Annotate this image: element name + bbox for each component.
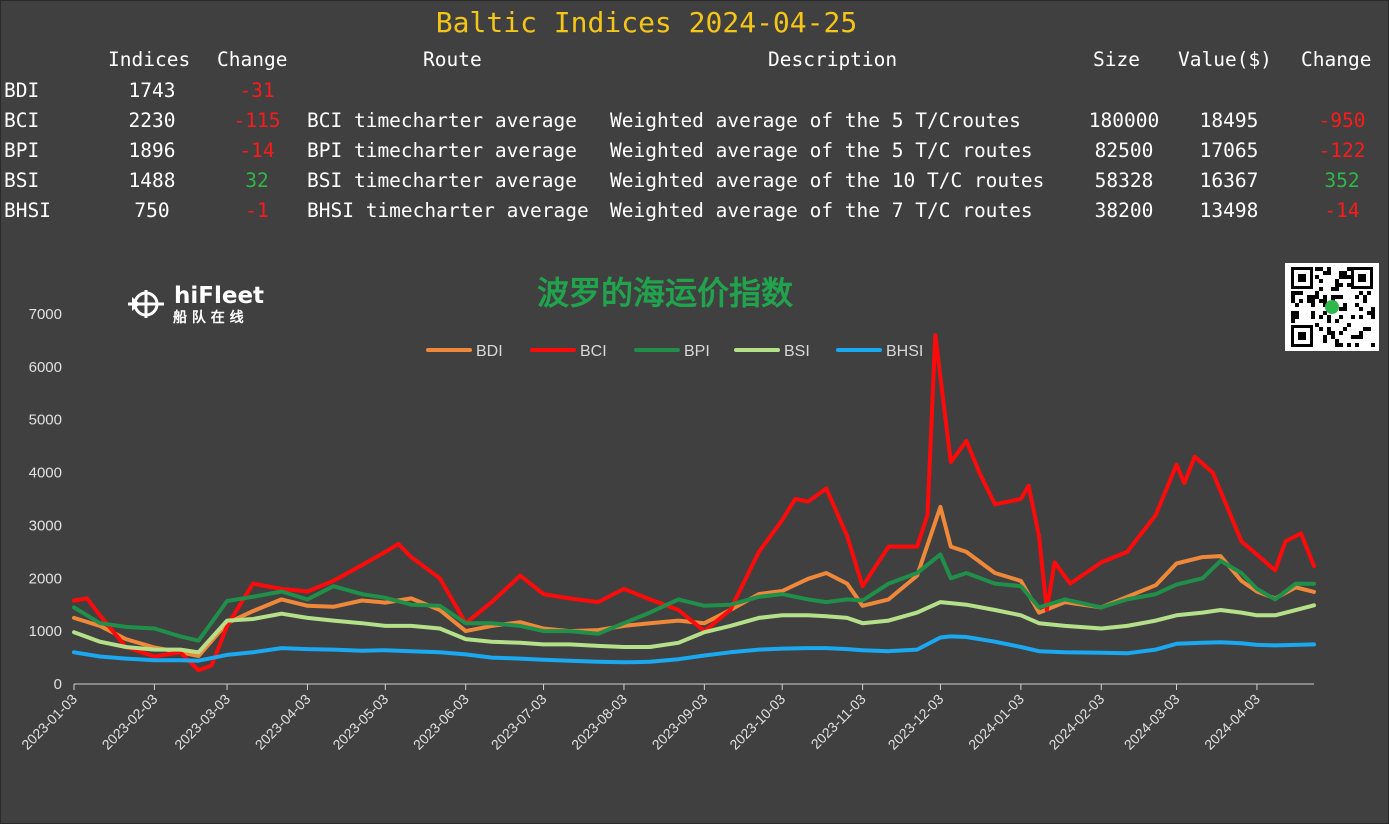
x-tick-label: 2023-01-03	[18, 691, 80, 753]
page-title: Baltic Indices 2024-04-25	[435, 6, 858, 39]
header-value-change: Change	[1301, 48, 1372, 71]
cell-bpi-value: 17065	[1199, 139, 1259, 162]
y-tick-label: 0	[54, 676, 62, 693]
header-indices: Indices	[108, 48, 191, 71]
x-tick-label: 2023-04-03	[252, 691, 314, 753]
cell-bci-change: -115	[233, 109, 281, 132]
cell-bdi-name: BDI	[4, 79, 40, 102]
y-tick-label: 2000	[29, 570, 62, 587]
y-tick-label: 4000	[29, 465, 62, 482]
cell-bsi-name: BSI	[4, 169, 40, 192]
cell-bpi-size: 82500	[1094, 139, 1154, 162]
cell-bhsi-size: 38200	[1094, 199, 1154, 222]
chart-title-cn: 波罗的海运价指数	[536, 274, 793, 312]
x-tick-label: 2024-01-03	[965, 691, 1027, 753]
legend-label-bci: BCI	[580, 343, 607, 360]
header-route: Route	[423, 48, 482, 71]
cell-bhsi-description: Weighted average of the 7 T/C routes	[610, 199, 1033, 222]
legend-label-bdi: BDI	[476, 343, 503, 360]
cell-bci-value: 18495	[1199, 109, 1259, 132]
cell-bsi-value-change: 352	[1324, 169, 1360, 192]
cell-bpi-name: BPI	[4, 139, 40, 162]
hifleet-logo-icon	[128, 290, 164, 318]
cell-bci-name: BCI	[4, 109, 40, 132]
x-tick-label: 2023-09-03	[649, 691, 711, 753]
header-value: Value($)	[1178, 48, 1272, 71]
x-tick-label: 2023-12-03	[885, 691, 947, 753]
logo-subtext: 船 队 在 线	[173, 310, 244, 326]
cell-bpi-change: -14	[239, 139, 275, 162]
legend-label-bhsi: BHSI	[886, 343, 923, 360]
series-line-bdi	[72, 504, 1316, 658]
cell-bsi-route: BSI timecharter average	[307, 169, 578, 192]
cell-bsi-size: 58328	[1094, 169, 1154, 192]
cell-bci-value-change: -950	[1318, 109, 1366, 132]
cell-bpi-route: BPI timecharter average	[307, 139, 578, 162]
qr-code-icon	[1291, 267, 1375, 347]
logo-text: hiFleet	[174, 283, 265, 309]
y-tick-label: 3000	[29, 517, 62, 534]
cell-bci-description: Weighted average of the 5 T/Croutes	[610, 109, 1021, 132]
header-size: Size	[1093, 48, 1140, 71]
cell-bsi-index: 1488	[128, 169, 176, 192]
cell-bci-index: 2230	[128, 109, 176, 132]
cell-bci-route: BCI timecharter average	[307, 109, 578, 132]
cell-bhsi-value: 13498	[1199, 199, 1259, 222]
cell-bci-size: 180000	[1088, 109, 1160, 132]
cell-bpi-index: 1896	[128, 139, 176, 162]
x-tick-label: 2023-10-03	[726, 691, 788, 753]
cell-bhsi-route: BHSI timecharter average	[307, 199, 589, 222]
series-line-bsi	[72, 600, 1316, 655]
cell-bsi-value: 16367	[1199, 169, 1259, 192]
cell-bhsi-index: 750	[134, 199, 170, 222]
cell-bdi-change: -31	[239, 79, 275, 102]
cell-bpi-description: Weighted average of the 5 T/C routes	[610, 139, 1033, 162]
x-tick-label: 2023-05-03	[329, 691, 391, 753]
x-tick-label: 2023-08-03	[568, 691, 630, 753]
legend-label-bpi: BPI	[684, 343, 710, 360]
cell-bhsi-value-change: -14	[1324, 199, 1360, 222]
x-tick-label: 2023-03-03	[171, 691, 233, 753]
header-description: Description	[768, 48, 898, 71]
y-tick-label: 1000	[29, 623, 62, 640]
cell-bpi-value-change: -122	[1318, 139, 1366, 162]
series-line-bhsi	[72, 634, 1316, 665]
y-tick-label: 5000	[29, 412, 62, 429]
y-tick-label: 7000	[29, 306, 62, 323]
cell-bdi-index: 1743	[128, 79, 176, 102]
qr-code	[1285, 263, 1379, 351]
x-tick-label: 2023-02-03	[99, 691, 161, 753]
x-tick-label: 2024-03-03	[1121, 691, 1183, 753]
header-change: Change	[217, 48, 288, 71]
cell-bhsi-name: BHSI	[4, 199, 51, 222]
series-line-bci	[72, 333, 1316, 673]
x-tick-label: 2023-06-03	[410, 691, 472, 753]
cell-bhsi-change: -1	[245, 199, 269, 222]
cell-bsi-change: 32	[245, 169, 269, 192]
cell-bsi-description: Weighted average of the 10 T/C routes	[610, 169, 1045, 192]
x-tick-label: 2024-04-03	[1201, 691, 1263, 753]
x-tick-label: 2024-02-03	[1045, 691, 1107, 753]
series-line-bpi	[72, 552, 1316, 643]
legend-label-bsi: BSI	[784, 343, 810, 360]
x-tick-label: 2023-11-03	[808, 691, 869, 752]
x-tick-label: 2023-07-03	[488, 691, 550, 753]
y-tick-label: 6000	[29, 359, 62, 376]
